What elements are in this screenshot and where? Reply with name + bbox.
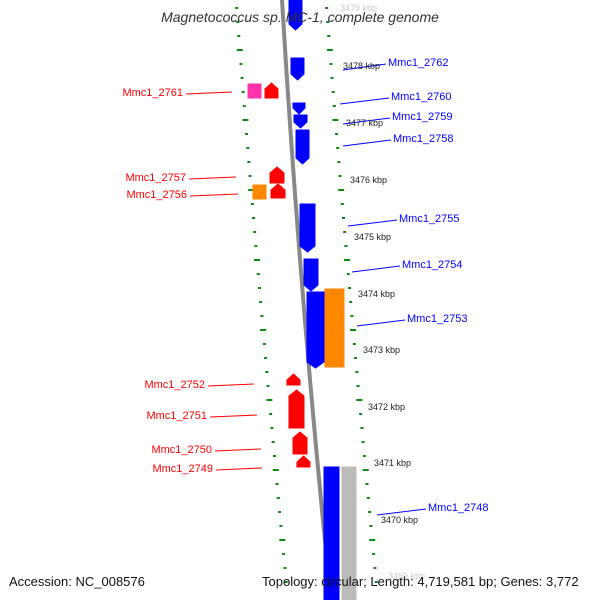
scale-tick-label: 3477 kbp xyxy=(346,118,384,128)
genome-title: Magnetococcus sp. MC-1, complete genome xyxy=(161,9,439,25)
scale-tick-label: 3479 kbp xyxy=(340,3,378,13)
leader-line-left xyxy=(215,467,263,471)
gene-label-right: Mmc1_2759 xyxy=(392,111,453,123)
reverse-gene-arrow xyxy=(292,102,306,115)
pink-feature-box xyxy=(247,83,262,99)
reverse-gene-arrow xyxy=(293,114,308,129)
reverse-gene-arrow xyxy=(299,203,316,253)
leader-line-left xyxy=(185,91,233,95)
forward-gene-arrow xyxy=(288,389,305,429)
leader-line-left xyxy=(207,383,255,387)
scale-tick-label: 3470 kbp xyxy=(381,515,419,525)
leader-line-left xyxy=(189,193,239,197)
other-feature-box xyxy=(252,184,267,200)
scale-tick-label: 3471 kbp xyxy=(374,458,412,468)
leader-line-right xyxy=(339,97,390,105)
gene-label-right: Mmc1_2760 xyxy=(391,91,452,103)
gene-label-right: Mmc1_2762 xyxy=(388,57,449,69)
genome-summary-text: Topology: circular; Length: 4,719,581 bp… xyxy=(262,574,579,589)
other-feature-box xyxy=(324,288,345,368)
gene-label-left: Mmc1_2749 xyxy=(152,463,213,475)
gene-label-left: Mmc1_2750 xyxy=(151,444,212,456)
gene-label-left: Mmc1_2751 xyxy=(146,410,207,422)
gene-label-left: Mmc1_2752 xyxy=(144,379,205,391)
leader-line-right xyxy=(342,139,392,147)
reverse-gene-arrow xyxy=(288,0,303,31)
leader-line-right xyxy=(356,319,406,327)
leader-line-right xyxy=(351,265,401,273)
reverse-gene-box xyxy=(323,466,340,600)
scale-tick-label: 3474 kbp xyxy=(358,289,396,299)
gene-label-left: Mmc1_2757 xyxy=(125,172,186,184)
forward-gene-arrow xyxy=(296,455,311,468)
scale-tick-label: 3478 kbp xyxy=(343,61,381,71)
gene-label-left: Mmc1_2761 xyxy=(122,87,183,99)
scale-tick-label: 3473 kbp xyxy=(363,345,401,355)
backbone-line xyxy=(280,0,333,600)
scale-tick-label: 3469 kbp xyxy=(388,571,426,581)
forward-gene-arrow xyxy=(269,166,285,184)
gene-label-right: Mmc1_2755 xyxy=(399,213,460,225)
genome-backbone xyxy=(280,0,333,600)
scale-tick-label: 3475 kbp xyxy=(354,232,392,242)
gene-label-right: Mmc1_2748 xyxy=(428,502,489,514)
gene-label-right: Mmc1_2753 xyxy=(407,313,468,325)
reverse-gene-arrow xyxy=(290,57,305,81)
forward-gene-arrow xyxy=(270,183,286,199)
label-leader-lines xyxy=(185,63,427,516)
accession-text: Accession: NC_008576 xyxy=(9,574,145,589)
forward-gene-arrow xyxy=(264,82,279,99)
leader-line-right xyxy=(347,219,398,227)
gene-label-right: Mmc1_2758 xyxy=(393,133,454,145)
leader-line-right xyxy=(342,63,387,71)
scale-tick-label: 3472 kbp xyxy=(368,402,406,412)
leader-line-left xyxy=(188,176,237,180)
gene-label-left: Mmc1_2756 xyxy=(126,189,187,201)
leader-line-right xyxy=(342,117,391,125)
leader-line-left xyxy=(209,414,258,418)
gene-features xyxy=(247,0,357,600)
reverse-gene-arrow xyxy=(303,258,319,292)
reverse-gene-arrow xyxy=(306,291,325,369)
gene-label-right: Mmc1_2754 xyxy=(402,259,463,271)
forward-gene-arrow xyxy=(286,373,301,386)
reverse-gene-arrow xyxy=(295,129,310,165)
forward-gene-arrow xyxy=(292,431,308,455)
scale-tick-label: 3476 kbp xyxy=(350,175,388,185)
leader-line-right xyxy=(376,508,427,516)
leader-line-left xyxy=(214,448,262,452)
pseudo-gene-box xyxy=(341,466,357,600)
